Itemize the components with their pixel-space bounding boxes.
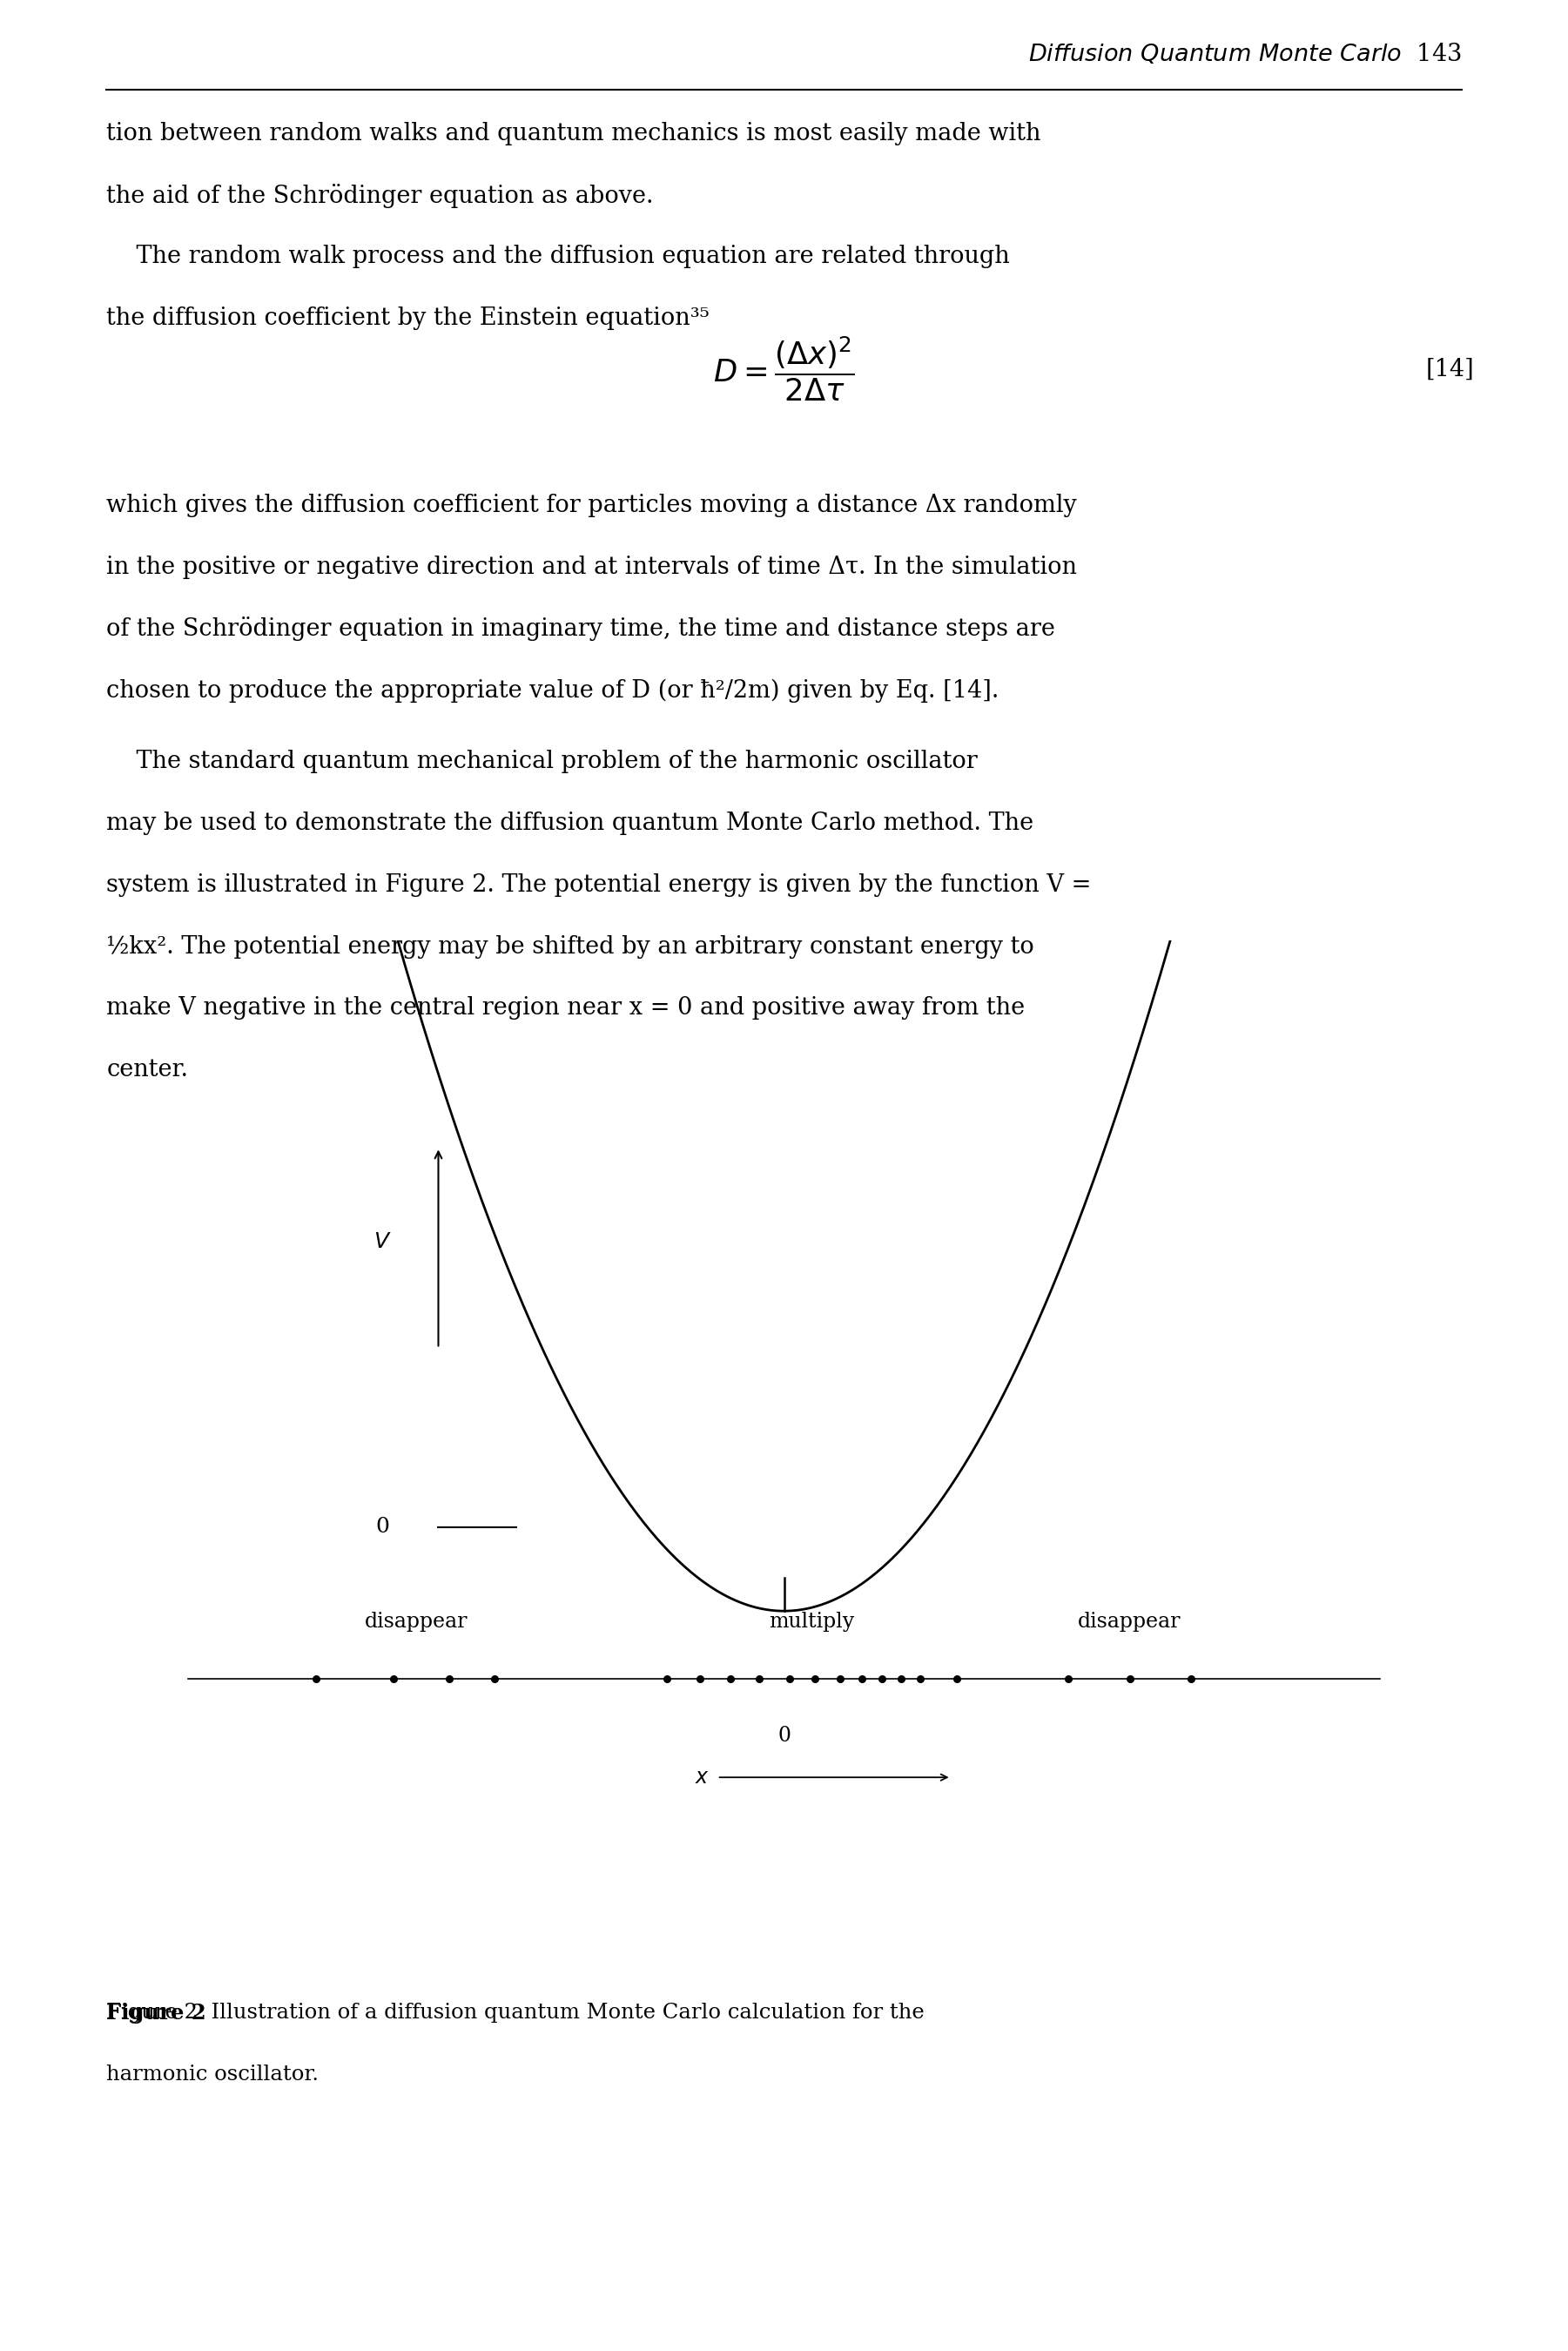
- Text: 0: 0: [778, 1726, 790, 1747]
- Text: center.: center.: [107, 1058, 188, 1081]
- Text: The standard quantum mechanical problem of the harmonic oscillator: The standard quantum mechanical problem …: [107, 750, 978, 773]
- Text: $V$: $V$: [373, 1232, 392, 1253]
- Text: harmonic oscillator.: harmonic oscillator.: [107, 2064, 318, 2085]
- Text: may be used to demonstrate the diffusion quantum Monte Carlo method. The: may be used to demonstrate the diffusion…: [107, 811, 1033, 835]
- Text: [14]: [14]: [1427, 357, 1474, 381]
- Text: disappear: disappear: [364, 1610, 467, 1632]
- Text: $D = \dfrac{(\Delta x)^2}{2\Delta\tau}$: $D = \dfrac{(\Delta x)^2}{2\Delta\tau}$: [713, 336, 855, 402]
- Text: make V negative in the central region near x = 0 and positive away from the: make V negative in the central region ne…: [107, 997, 1025, 1020]
- Text: $\mathit{Diffusion\ Quantum\ Monte\ Carlo}$  143: $\mathit{Diffusion\ Quantum\ Monte\ Carl…: [1029, 42, 1461, 66]
- Text: system is illustrated in Figure 2. The potential energy is given by the function: system is illustrated in Figure 2. The p…: [107, 872, 1091, 896]
- Text: chosen to produce the appropriate value of D (or ħ²/2m) given by Eq. [14].: chosen to produce the appropriate value …: [107, 679, 999, 703]
- Text: disappear: disappear: [1079, 1610, 1181, 1632]
- Text: The random walk process and the diffusion equation are related through: The random walk process and the diffusio…: [107, 245, 1010, 268]
- Text: ½kx². The potential energy may be shifted by an arbitrary constant energy to: ½kx². The potential energy may be shifte…: [107, 936, 1035, 959]
- Text: multiply: multiply: [770, 1610, 855, 1632]
- Text: which gives the diffusion coefficient for particles moving a distance Δx randoml: which gives the diffusion coefficient fo…: [107, 494, 1077, 517]
- Text: in the positive or negative direction and at intervals of time Δτ. In the simula: in the positive or negative direction an…: [107, 555, 1077, 578]
- Text: Figure 2  Illustration of a diffusion quantum Monte Carlo calculation for the: Figure 2 Illustration of a diffusion qua…: [107, 2003, 925, 2024]
- Text: Figure 2: Figure 2: [107, 2003, 207, 2024]
- Text: tion between random walks and quantum mechanics is most easily made with: tion between random walks and quantum me…: [107, 122, 1041, 146]
- Text: $x$: $x$: [695, 1768, 709, 1787]
- Text: the diffusion coefficient by the Einstein equation³⁵: the diffusion coefficient by the Einstei…: [107, 306, 710, 329]
- Text: of the Schrödinger equation in imaginary time, the time and distance steps are: of the Schrödinger equation in imaginary…: [107, 616, 1055, 642]
- Text: the aid of the Schrödinger equation as above.: the aid of the Schrödinger equation as a…: [107, 183, 654, 209]
- Text: 0: 0: [376, 1516, 389, 1538]
